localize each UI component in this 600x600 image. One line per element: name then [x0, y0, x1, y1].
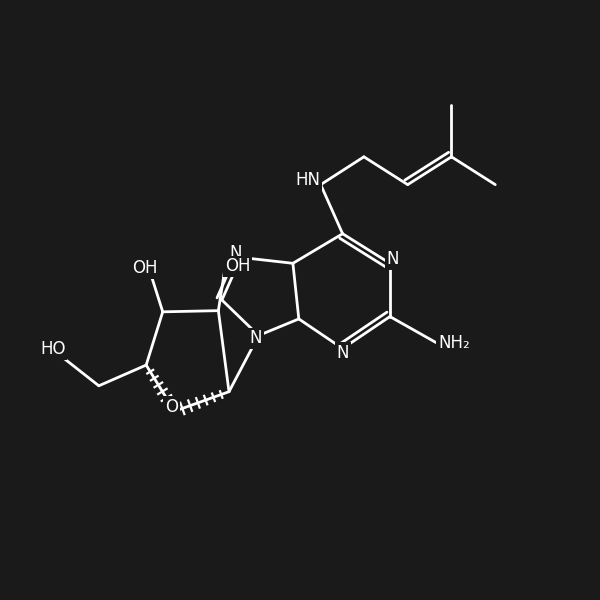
Text: OH: OH — [131, 259, 157, 277]
Text: N: N — [337, 344, 349, 362]
Text: HN: HN — [295, 171, 320, 189]
Text: N: N — [250, 329, 262, 347]
Text: N: N — [386, 250, 399, 268]
Text: NH₂: NH₂ — [438, 334, 470, 352]
Text: O: O — [165, 397, 178, 415]
Text: OH: OH — [225, 257, 251, 275]
Text: HO: HO — [40, 340, 65, 358]
Text: N: N — [230, 244, 242, 262]
